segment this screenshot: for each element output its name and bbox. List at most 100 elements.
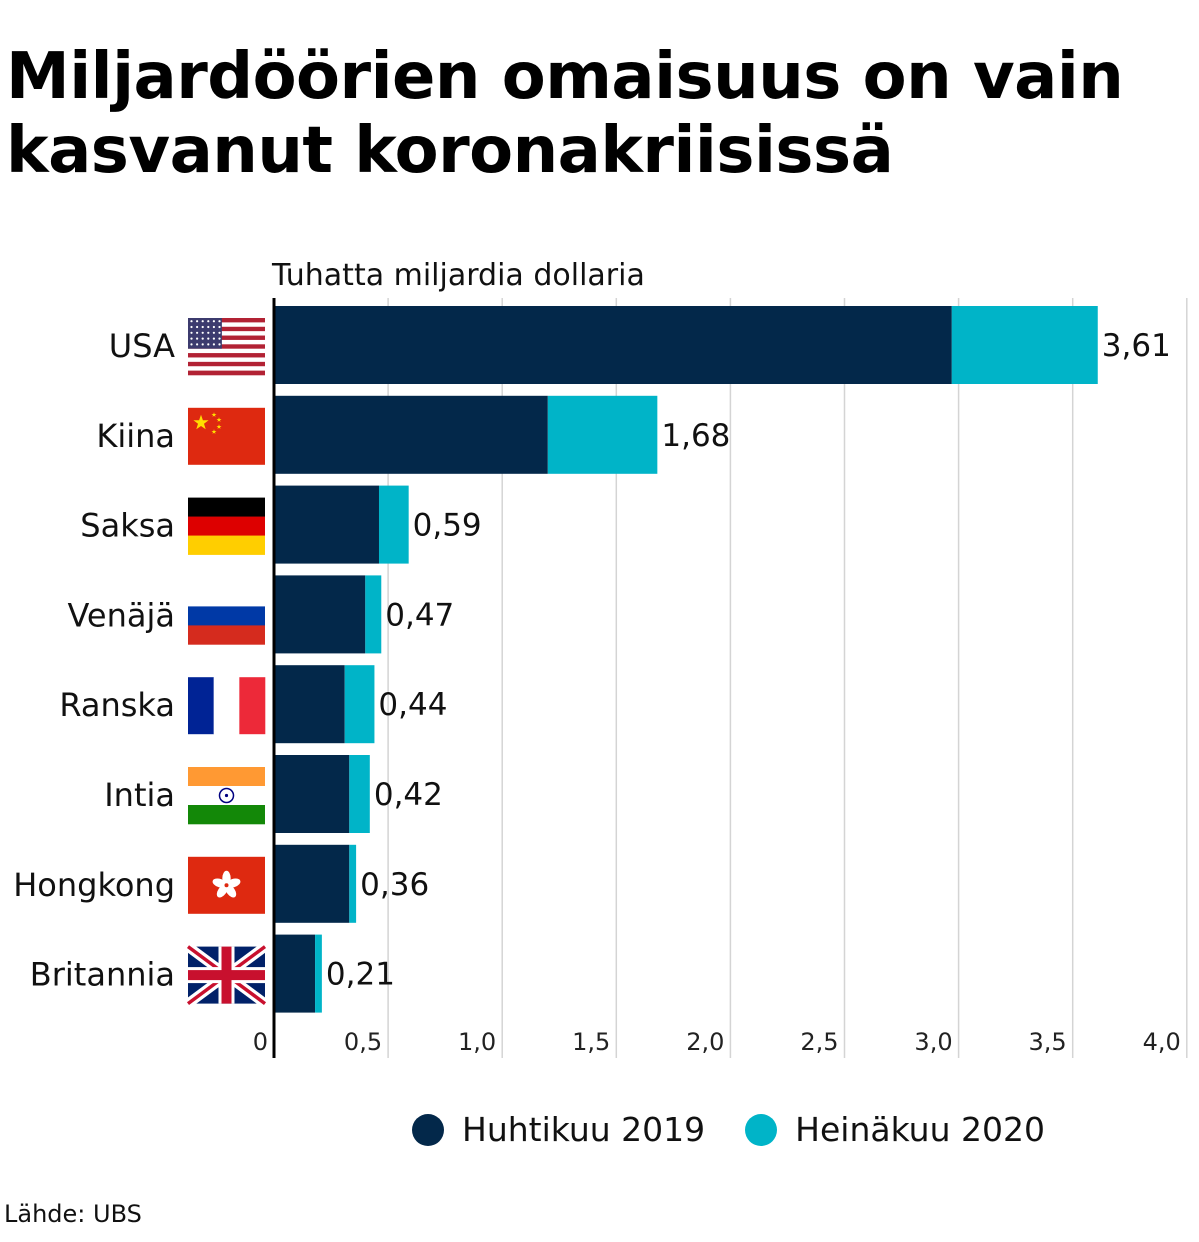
us-stripe bbox=[188, 335, 265, 341]
x-tick-label-7: 3,5 bbox=[1029, 1028, 1067, 1056]
bar-2019-saksa bbox=[274, 485, 379, 564]
us-star bbox=[207, 320, 210, 323]
bar-2019-kiina bbox=[274, 395, 548, 474]
bar-2020-hongkong bbox=[349, 844, 357, 923]
us-star bbox=[207, 331, 210, 334]
india-chakra-hub bbox=[224, 793, 229, 798]
source-note: Lähde: UBS bbox=[4, 1200, 142, 1228]
total-label-britannia: 0,21 bbox=[326, 957, 395, 993]
x-tick-label-0: 0 bbox=[253, 1028, 268, 1056]
category-label-ranska: Ranska bbox=[59, 686, 175, 724]
total-label-hongkong: 0,36 bbox=[360, 867, 429, 903]
us-stripe bbox=[188, 322, 265, 328]
us-stripe bbox=[188, 353, 265, 358]
china-star bbox=[211, 429, 217, 434]
x-tick-label-8: 4,0 bbox=[1143, 1028, 1181, 1056]
france-stripe bbox=[188, 677, 214, 735]
bar-2020-britannia bbox=[315, 934, 322, 1013]
us-star bbox=[212, 325, 215, 329]
us-stripe bbox=[188, 366, 265, 371]
us-stripe bbox=[188, 344, 265, 349]
us-star bbox=[196, 343, 199, 346]
category-label-kiina: Kiina bbox=[96, 417, 175, 455]
germany-flag-icon bbox=[188, 497, 265, 555]
us-stripe bbox=[188, 339, 265, 345]
us-stripe bbox=[188, 370, 265, 376]
india-stripe bbox=[188, 805, 265, 825]
x-tick-label-4: 2,0 bbox=[686, 1028, 724, 1056]
total-label-usa: 3,61 bbox=[1102, 328, 1171, 364]
us-stripe bbox=[188, 326, 265, 332]
china-field bbox=[188, 407, 265, 465]
x-tick-label-6: 3,0 bbox=[914, 1028, 952, 1056]
hongkong-flag-icon bbox=[188, 856, 265, 914]
us-star bbox=[207, 343, 210, 346]
bar-2020-ven-j- bbox=[365, 575, 382, 654]
bar-2019-ranska bbox=[274, 665, 345, 744]
france-stripe bbox=[239, 677, 266, 735]
total-label-kiina: 1,68 bbox=[661, 418, 730, 454]
category-label-ven-j-: Venäjä bbox=[68, 596, 175, 634]
us-stripe bbox=[188, 361, 265, 367]
legend: Huhtikuu 2019 Heinäkuu 2020 bbox=[412, 1110, 1085, 1149]
us-stripe bbox=[188, 318, 265, 323]
legend-swatch-2019 bbox=[412, 1113, 444, 1146]
legend-swatch-2020 bbox=[745, 1113, 778, 1146]
category-label-usa: USA bbox=[109, 327, 175, 365]
china-flag-icon bbox=[188, 407, 265, 465]
category-label-hongkong: Hongkong bbox=[13, 866, 175, 904]
france-flag-icon bbox=[188, 677, 266, 735]
us-star bbox=[207, 337, 210, 340]
x-tick-label-1: 0,5 bbox=[344, 1028, 382, 1056]
russia-stripe bbox=[188, 625, 265, 645]
bar-2020-saksa bbox=[378, 485, 409, 564]
title-line-1: Miljardöörien omaisuus on vain bbox=[6, 40, 1124, 114]
bar-2019-usa bbox=[274, 306, 952, 384]
us-star bbox=[207, 325, 210, 329]
us-stripe bbox=[188, 331, 265, 336]
total-label-intia: 0,42 bbox=[374, 777, 443, 813]
us-canton bbox=[188, 318, 222, 349]
india-stripe bbox=[188, 767, 265, 787]
bar-2020-intia bbox=[349, 755, 370, 833]
us-star bbox=[201, 331, 204, 334]
category-label-britannia: Britannia bbox=[30, 956, 175, 994]
us-stripe bbox=[188, 357, 265, 363]
bar-2019-britannia bbox=[274, 934, 316, 1013]
us-star bbox=[201, 343, 204, 346]
uk-cross-red bbox=[188, 970, 265, 981]
us-star bbox=[218, 325, 221, 329]
legend-item-2019: Huhtikuu 2019 bbox=[412, 1110, 705, 1149]
legend-label-2019: Huhtikuu 2019 bbox=[462, 1110, 706, 1149]
us-star bbox=[218, 337, 221, 340]
germany-stripe bbox=[188, 535, 265, 555]
us-star bbox=[201, 325, 204, 329]
x-tick-label-5: 2,5 bbox=[800, 1028, 838, 1056]
us-star bbox=[212, 337, 215, 340]
category-label-intia: Intia bbox=[104, 776, 175, 814]
bar-2020-usa bbox=[951, 306, 1098, 384]
us-star bbox=[218, 331, 221, 334]
x-tick-label-3: 1,5 bbox=[572, 1028, 610, 1056]
india-flag-icon bbox=[188, 767, 265, 825]
us-star bbox=[218, 343, 221, 346]
total-label-ven-j-: 0,47 bbox=[385, 597, 454, 633]
title-line-2: kasvanut koronakriisissä bbox=[6, 114, 894, 188]
hk-petal bbox=[216, 884, 228, 898]
us-star bbox=[212, 320, 215, 323]
us-flag-icon bbox=[188, 318, 265, 376]
bar-2019-hongkong bbox=[274, 844, 350, 923]
us-star bbox=[190, 320, 193, 323]
us-star bbox=[196, 320, 199, 323]
germany-stripe bbox=[188, 516, 265, 536]
us-star bbox=[190, 343, 193, 346]
india-chakra bbox=[218, 787, 235, 804]
russia-stripe bbox=[188, 587, 265, 607]
bar-2019-ven-j- bbox=[274, 575, 366, 654]
us-star bbox=[196, 337, 199, 340]
uk-flag-icon bbox=[185, 942, 268, 1008]
us-star bbox=[201, 337, 204, 340]
us-stripe bbox=[188, 348, 265, 354]
us-star bbox=[212, 331, 215, 334]
